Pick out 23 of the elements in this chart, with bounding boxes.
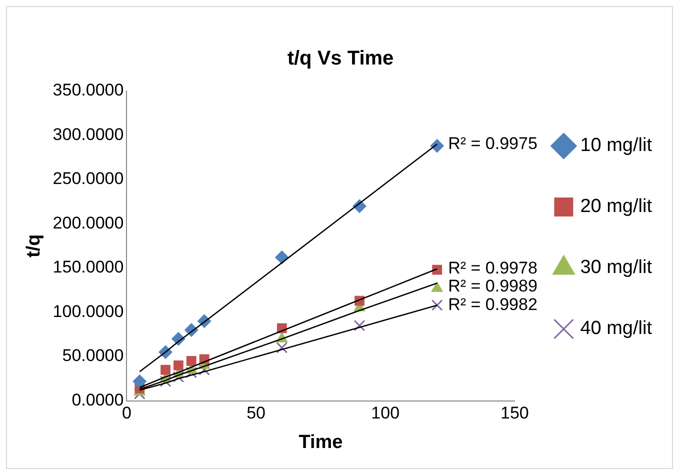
annotation: R² = 0.9982 (448, 294, 538, 314)
x-tick-label: 0 (122, 404, 132, 423)
y-tick-label: 350.0000 (52, 80, 124, 100)
chart-title: t/q Vs Time (287, 48, 394, 70)
x-axis-title: Time (298, 432, 343, 453)
y-tick-label: 100.0000 (52, 302, 124, 321)
x-tick-label: 150 (500, 404, 529, 423)
y-tick-label: 200.0000 (52, 213, 124, 232)
legend-label: 40 mg/lit (580, 318, 653, 340)
x-tick-label: 50 (246, 404, 266, 423)
annotation: R² = 0.9975 (448, 134, 538, 153)
x-tick-label: 100 (371, 404, 400, 423)
legend-label: 20 mg/lit (580, 196, 653, 218)
legend-label: 10 mg/lit (580, 135, 653, 156)
y-axis-title: t/q (24, 234, 45, 258)
y-tick-label: 300.0000 (52, 124, 124, 144)
y-tick-label: 0.0000 (72, 390, 124, 410)
y-tick-label: 150.0000 (52, 258, 124, 277)
annotation: R² = 0.9989 (448, 276, 538, 296)
annotation: R² = 0.9978 (448, 258, 538, 278)
y-tick-label: 50.0000 (62, 346, 124, 366)
legend-label: 30 mg/lit (580, 257, 653, 278)
y-tick-label: 250.0000 (52, 169, 124, 188)
